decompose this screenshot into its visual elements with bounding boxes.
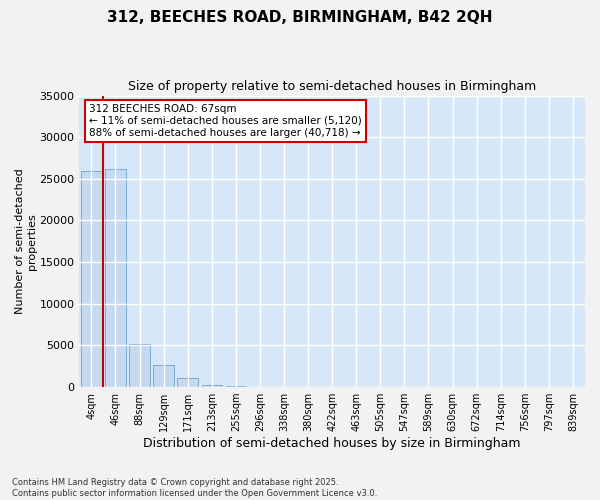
- Bar: [202, 384, 222, 387]
- Bar: [178, 378, 198, 387]
- Title: Size of property relative to semi-detached houses in Birmingham: Size of property relative to semi-detach…: [128, 80, 536, 93]
- Bar: [130, 344, 150, 387]
- Text: 312, BEECHES ROAD, BIRMINGHAM, B42 2QH: 312, BEECHES ROAD, BIRMINGHAM, B42 2QH: [107, 10, 493, 25]
- Text: Contains HM Land Registry data © Crown copyright and database right 2025.
Contai: Contains HM Land Registry data © Crown c…: [12, 478, 377, 498]
- Bar: [81, 170, 101, 387]
- Bar: [154, 364, 174, 387]
- Bar: [226, 386, 246, 387]
- Text: 312 BEECHES ROAD: 67sqm
← 11% of semi-detached houses are smaller (5,120)
88% of: 312 BEECHES ROAD: 67sqm ← 11% of semi-de…: [89, 104, 362, 138]
- Bar: [105, 169, 126, 387]
- X-axis label: Distribution of semi-detached houses by size in Birmingham: Distribution of semi-detached houses by …: [143, 437, 521, 450]
- Y-axis label: Number of semi-detached
properties: Number of semi-detached properties: [15, 168, 37, 314]
